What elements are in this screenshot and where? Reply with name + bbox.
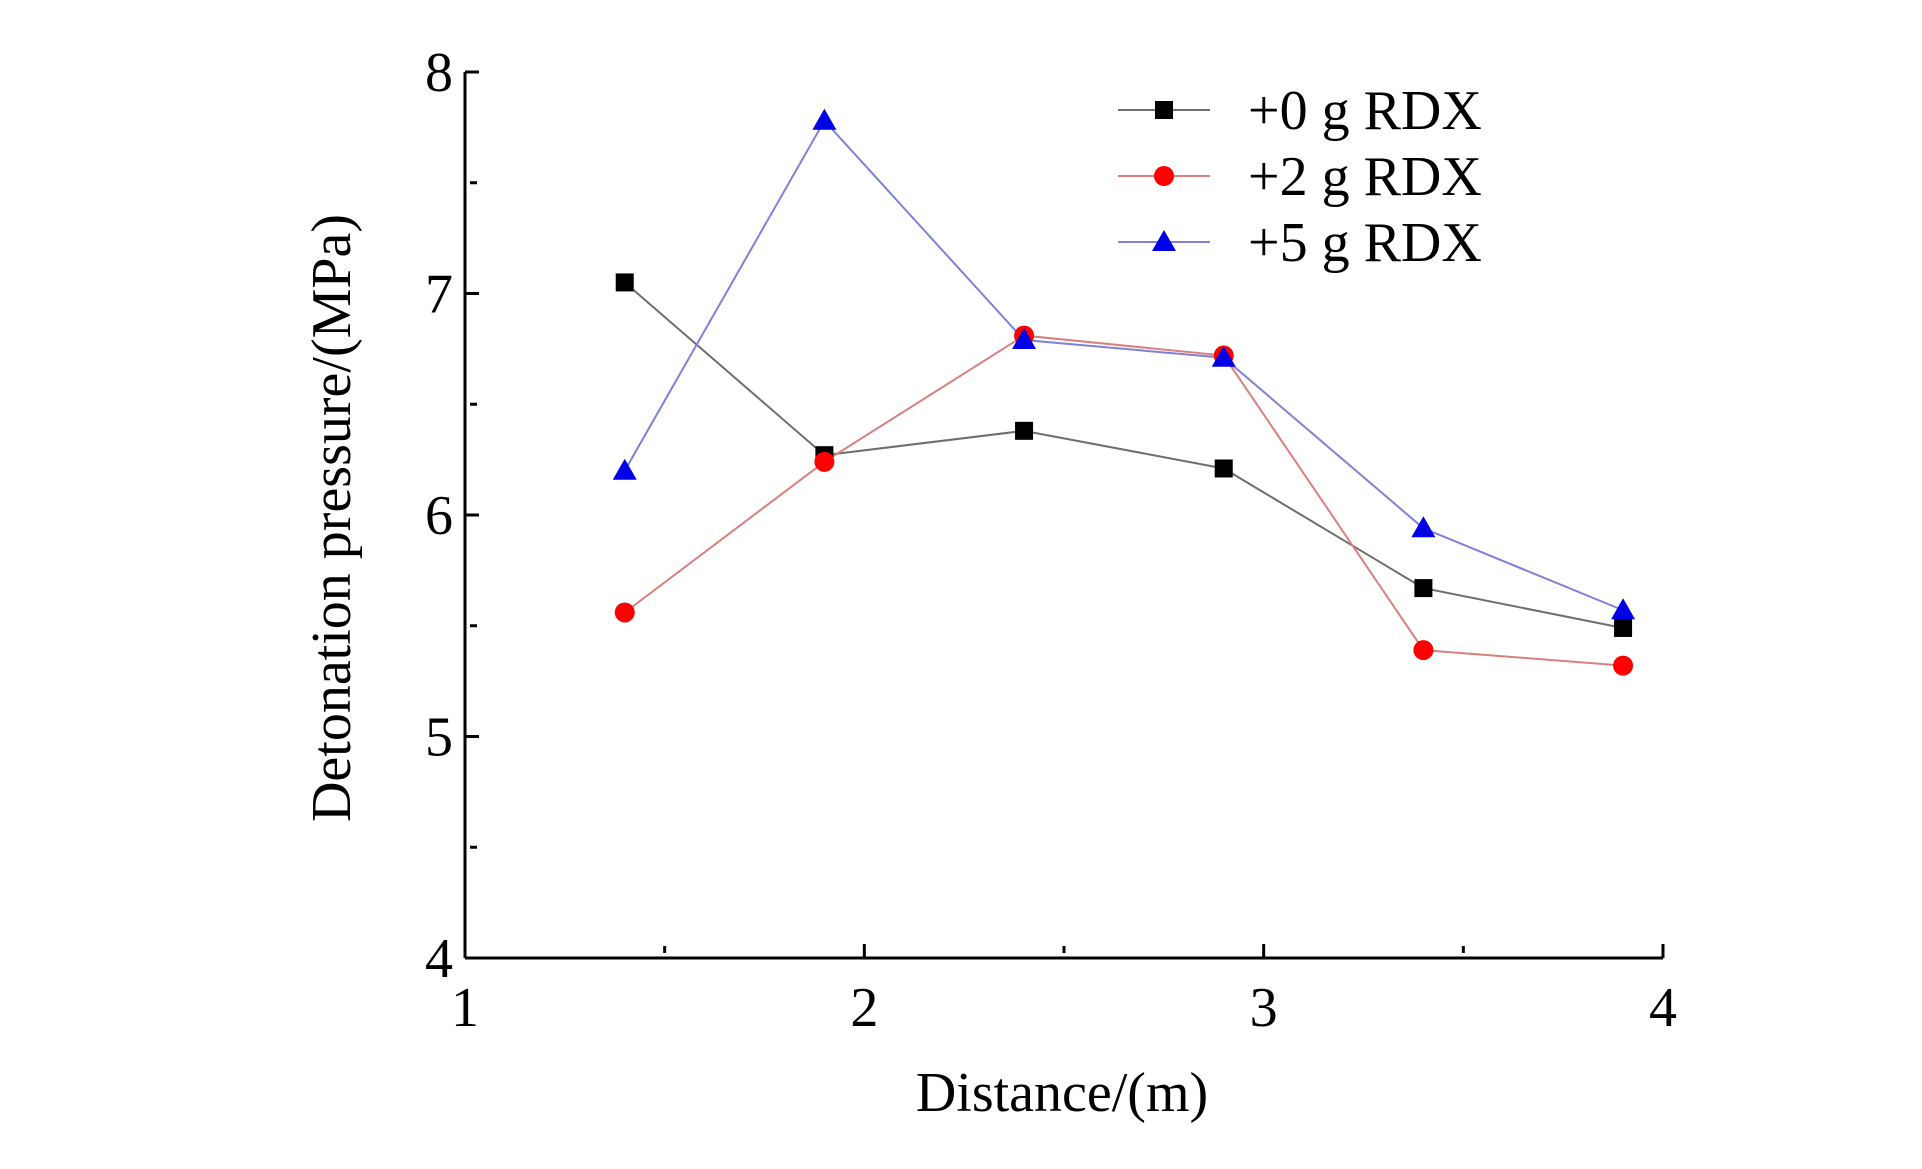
- legend-label-1: +2 g RDX: [1248, 146, 1482, 208]
- data-point-series-2: [1411, 516, 1436, 538]
- series-line-0: [624, 281, 1624, 629]
- data-point-series-1: [1413, 640, 1434, 661]
- data-point-series-0: [1015, 421, 1034, 440]
- y-tick-label: 8: [425, 42, 453, 104]
- x-tick-label: 2: [850, 977, 878, 1039]
- legend-label-0: +0 g RDX: [1248, 80, 1482, 142]
- data-point-series-0: [1414, 579, 1433, 598]
- y-tick-label: 4: [425, 928, 453, 990]
- axes: [463, 72, 1663, 960]
- data-point-series-1: [1613, 655, 1634, 676]
- data-point-series-0: [1214, 459, 1233, 478]
- legend-marker-2: [1152, 230, 1176, 251]
- y-tick-label: 6: [425, 485, 453, 547]
- legend-label-2: +5 g RDX: [1248, 212, 1482, 274]
- ticks: 1 2 3 4 4 5 6 7 8: [425, 42, 1677, 1039]
- series-line-1: [624, 334, 1624, 667]
- series-line-2: [623, 119, 1624, 612]
- data-point-series-0: [1614, 618, 1633, 637]
- y-axis-title: Detonation pressure/(MPa): [301, 214, 363, 822]
- y-tick-label: 5: [425, 707, 453, 769]
- x-tick-label: 4: [1649, 977, 1677, 1039]
- data-point-series-1: [614, 602, 635, 623]
- data-point-series-2: [812, 108, 837, 130]
- series-layer: [612, 108, 1636, 676]
- data-point-series-1: [814, 451, 835, 472]
- data-point-series-0: [615, 273, 634, 292]
- x-axis-title: Distance/(m): [916, 1062, 1208, 1124]
- data-point-series-2: [1012, 328, 1037, 350]
- data-point-series-2: [612, 458, 637, 480]
- data-point-series-2: [1611, 598, 1636, 620]
- legend: +0 g RDX+2 g RDX+5 g RDX: [1118, 80, 1482, 274]
- y-tick-label: 7: [425, 264, 453, 326]
- legend-marker-1: [1154, 166, 1174, 186]
- x-tick-label: 1: [451, 977, 479, 1039]
- data-point-series-2: [1211, 345, 1236, 367]
- legend-marker-0: [1155, 101, 1173, 119]
- x-tick-label: 3: [1250, 977, 1278, 1039]
